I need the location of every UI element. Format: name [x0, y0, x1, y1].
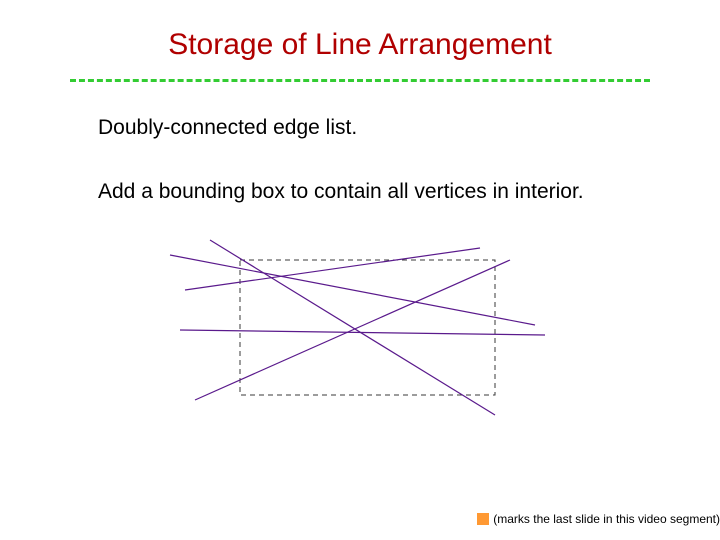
body-text-2: Add a bounding box to contain all vertic… — [98, 180, 584, 204]
arrangement-line-2 — [195, 260, 510, 400]
footnote: (marks the last slide in this video segm… — [477, 512, 720, 526]
slide-marker-icon — [477, 513, 489, 525]
page-title: Storage of Line Arrangement — [0, 28, 720, 62]
title-divider — [70, 78, 650, 82]
arrangement-line-0 — [170, 255, 535, 325]
diagram-svg — [150, 230, 550, 450]
arrangement-line-1 — [185, 248, 480, 290]
arrangement-lines — [170, 240, 545, 415]
bounding-box — [240, 260, 495, 395]
body-text-1: Doubly-connected edge list. — [98, 116, 357, 140]
footnote-text: (marks the last slide in this video segm… — [493, 512, 720, 526]
line-arrangement-diagram — [150, 230, 550, 450]
